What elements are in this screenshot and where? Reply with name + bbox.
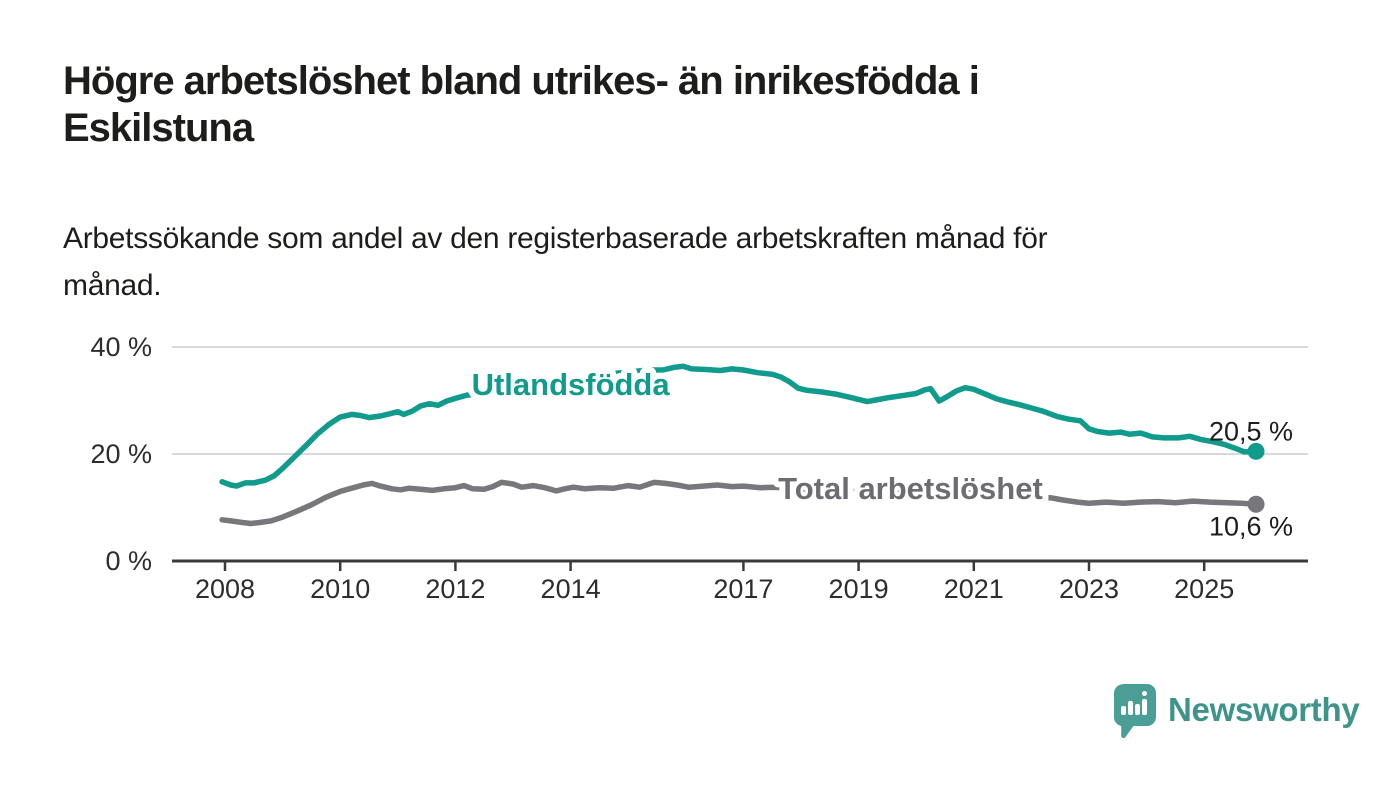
y-axis-label-0: 0 % [105, 546, 152, 576]
x-axis-label-2014: 2014 [541, 574, 601, 604]
x-axis-label-2025: 2025 [1174, 574, 1234, 604]
y-axis-label-40: 40 % [90, 332, 152, 362]
series-label-halo: Utlandsfödda [472, 367, 671, 402]
x-axis-label-2021: 2021 [944, 574, 1004, 604]
series-label-utlandsf-dda: Utlandsfödda [472, 367, 671, 402]
series-end-value-label: 20,5 % [1209, 416, 1293, 446]
series-line-total-arbetsl-shet [219, 479, 1259, 527]
chart-subtitle: Arbetssökande som andel av den registerb… [63, 222, 1048, 302]
x-axis-label-2008: 2008 [195, 574, 255, 604]
newsworthy-marker-icon [1114, 684, 1156, 739]
series-end-dot [1247, 495, 1265, 513]
y-axis-label-20: 20 % [90, 439, 152, 469]
series-line-utlandsf-dda [219, 363, 1259, 489]
x-axis-label-2010: 2010 [310, 574, 370, 604]
series-end-dot [1247, 442, 1265, 460]
x-axis-label-2017: 2017 [713, 574, 773, 604]
series-end-value-label: 10,6 % [1209, 511, 1293, 541]
series-label-total-arbetsl-shet: Total arbetslöshet [778, 471, 1043, 506]
x-axis-label-2019: 2019 [829, 574, 889, 604]
newsworthy-brand-text: Newsworthy [1168, 690, 1360, 728]
newsworthy-logo: Newsworthy [1113, 682, 1360, 742]
x-axis-label-2023: 2023 [1059, 574, 1119, 604]
x-axis-label-2012: 2012 [425, 574, 485, 604]
series-label-halo: Total arbetslöshet [778, 471, 1043, 506]
page-title: Högre arbetslöshet bland utrikes- än inr… [63, 59, 980, 151]
